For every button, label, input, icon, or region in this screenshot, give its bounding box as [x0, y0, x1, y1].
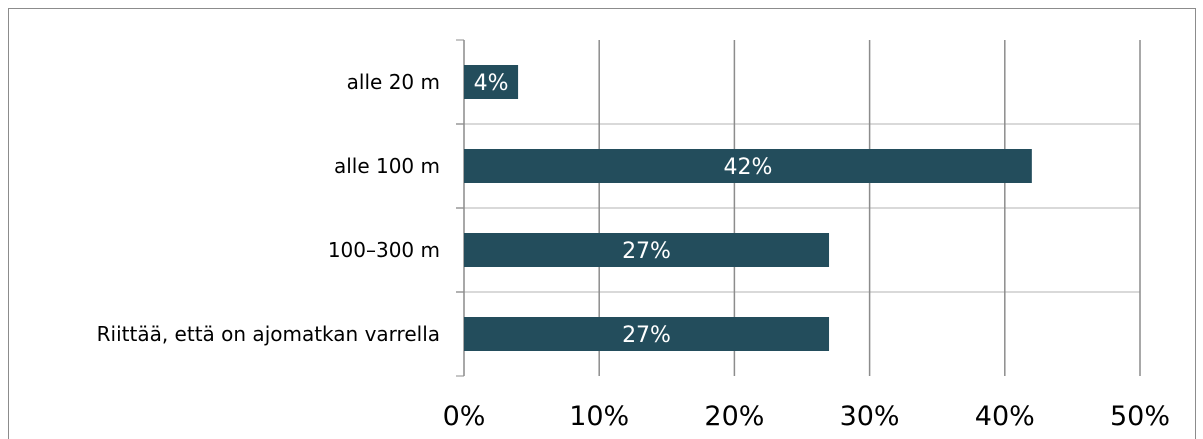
bar	[464, 149, 1032, 183]
x-tick-label: 0%	[443, 401, 486, 432]
bar-value-label: 4%	[474, 71, 509, 96]
chart-frame	[8, 8, 1196, 439]
bar	[464, 317, 830, 351]
x-tick-label: 10%	[569, 401, 629, 432]
bar	[464, 65, 519, 99]
x-tick-label: 40%	[975, 401, 1035, 432]
category-label: alle 100 m	[334, 154, 440, 178]
bar-value-label: 27%	[622, 239, 671, 264]
bar-value-label: 27%	[622, 323, 671, 348]
x-tick-label: 50%	[1110, 401, 1170, 432]
bar-layer	[464, 65, 1032, 351]
bar	[464, 233, 830, 267]
category-label: 100–300 m	[328, 238, 440, 262]
label-layer: 0% 10% 20% 30% 40% 50% 4% alle 20 m 42% alle 100 …	[97, 70, 1170, 432]
x-tick-label: 30%	[840, 401, 900, 432]
bar-value-label: 42%	[723, 155, 772, 180]
category-label: Riittää, että on ajomatkan varrella	[97, 322, 440, 346]
category-label: alle 20 m	[347, 70, 440, 94]
x-tick-label: 20%	[704, 401, 764, 432]
